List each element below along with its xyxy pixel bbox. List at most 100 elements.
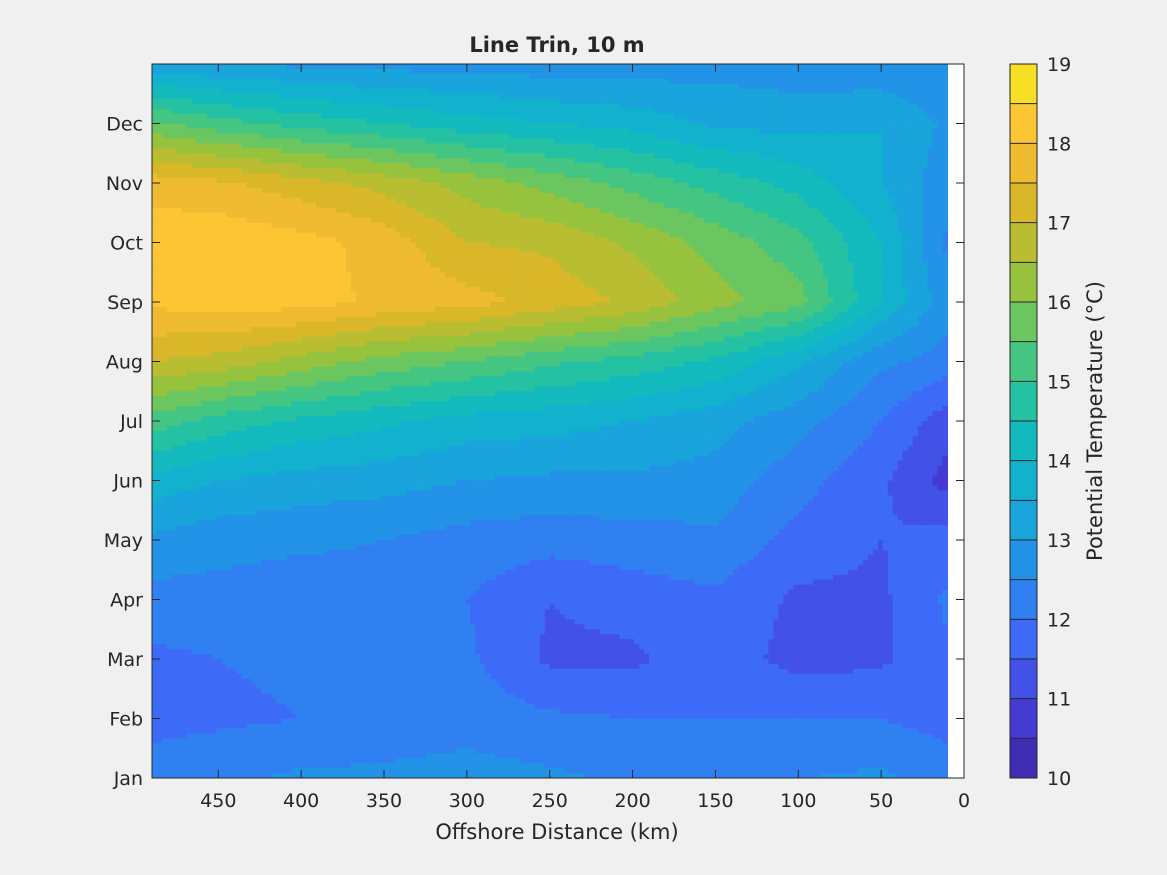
contour-cell: [629, 113, 635, 120]
contour-cell: [271, 68, 277, 75]
contour-cell: [768, 168, 775, 174]
contour-cell: [281, 153, 287, 159]
contour-cell: [693, 202, 700, 209]
contour-cell: [500, 187, 506, 194]
contour-cell: [171, 178, 178, 184]
contour-cell: [813, 178, 819, 184]
contour-cell: [882, 163, 889, 169]
contour-cell: [688, 98, 695, 105]
contour-cell: [345, 118, 352, 125]
contour-cell: [862, 73, 869, 80]
contour-cell: [818, 133, 824, 139]
contour-cell: [743, 73, 750, 80]
contour-cell: [271, 93, 277, 100]
contour-cell: [559, 148, 566, 154]
contour-cell: [922, 168, 929, 174]
contour-cell: [718, 173, 725, 179]
contour-cell: [768, 173, 775, 179]
contour-cell: [862, 133, 869, 139]
contour-cell: [445, 123, 451, 130]
contour-cell: [330, 178, 337, 184]
contour-cell: [882, 143, 889, 149]
contour-cell: [848, 212, 854, 219]
contour-cell: [912, 173, 919, 179]
contour-cell: [246, 153, 253, 159]
contour-cell: [509, 153, 516, 159]
contour-cell: [942, 168, 948, 174]
contour-cell: [803, 173, 809, 179]
contour-cell: [445, 168, 451, 174]
contour-cell: [634, 83, 640, 90]
contour-cell: [460, 183, 466, 189]
contour-cell: [340, 197, 347, 204]
contour-cell: [877, 103, 884, 110]
contour-cell: [932, 123, 939, 130]
contour-cell: [589, 88, 596, 95]
contour-cell: [848, 202, 854, 209]
contour-cell: [171, 88, 178, 95]
contour-cell: [544, 212, 551, 219]
contour-cell: [808, 138, 814, 144]
contour-cell: [688, 168, 695, 174]
contour-cell: [584, 187, 591, 194]
contour-cell: [211, 68, 218, 75]
contour-cell: [589, 113, 596, 120]
contour-cell: [490, 183, 496, 189]
contour-cell: [669, 118, 675, 125]
contour-cell: [500, 88, 506, 95]
contour-cell: [246, 217, 253, 224]
contour-cell: [335, 88, 342, 95]
contour-cell: [355, 207, 362, 214]
contour-cell: [504, 93, 511, 100]
contour-cell: [659, 78, 665, 85]
contour-cell: [654, 113, 660, 120]
contour-cell: [594, 64, 601, 70]
contour-cell: [201, 212, 208, 219]
contour-cell: [828, 143, 834, 149]
contour-cell: [733, 168, 740, 174]
contour-cell: [703, 98, 710, 105]
contour-cell: [743, 133, 750, 139]
contour-cell: [654, 192, 660, 199]
contour-cell: [569, 153, 576, 159]
contour-cell: [813, 207, 819, 214]
contour-cell: [882, 64, 889, 70]
contour-cell: [152, 98, 158, 105]
contour-cell: [793, 158, 799, 164]
contour-cell: [445, 83, 451, 90]
contour-cell: [589, 118, 596, 125]
contour-cell: [778, 143, 784, 149]
contour-cell: [554, 128, 561, 135]
contour-cell: [758, 212, 765, 219]
contour-cell: [833, 163, 839, 169]
contour-cell: [728, 118, 735, 125]
contour-cell: [152, 133, 158, 139]
contour-cell: [674, 187, 680, 194]
contour-cell: [912, 192, 919, 199]
contour-cell: [713, 192, 720, 199]
contour-cell: [703, 78, 710, 85]
contour-cell: [196, 212, 203, 219]
contour-cell: [922, 103, 929, 110]
contour-cell: [669, 158, 675, 164]
contour-cell: [838, 197, 844, 204]
contour-cell: [544, 113, 551, 120]
contour-cell: [649, 88, 655, 95]
contour-cell: [897, 138, 904, 144]
contour-cell: [306, 143, 312, 149]
contour-cell: [161, 173, 168, 179]
contour-cell: [191, 153, 198, 159]
contour-cell: [425, 212, 431, 219]
contour-cell: [664, 133, 670, 139]
contour-cell: [693, 148, 700, 154]
contour-cell: [485, 133, 491, 139]
contour-cell: [360, 173, 367, 179]
contour-cell: [455, 143, 461, 149]
contour-cell: [852, 158, 859, 164]
contour-cell: [340, 128, 347, 135]
contour-cell: [166, 158, 173, 164]
contour-cell: [758, 88, 765, 95]
contour-cell: [539, 178, 546, 184]
contour-cell: [798, 153, 804, 159]
contour-cell: [912, 202, 919, 209]
